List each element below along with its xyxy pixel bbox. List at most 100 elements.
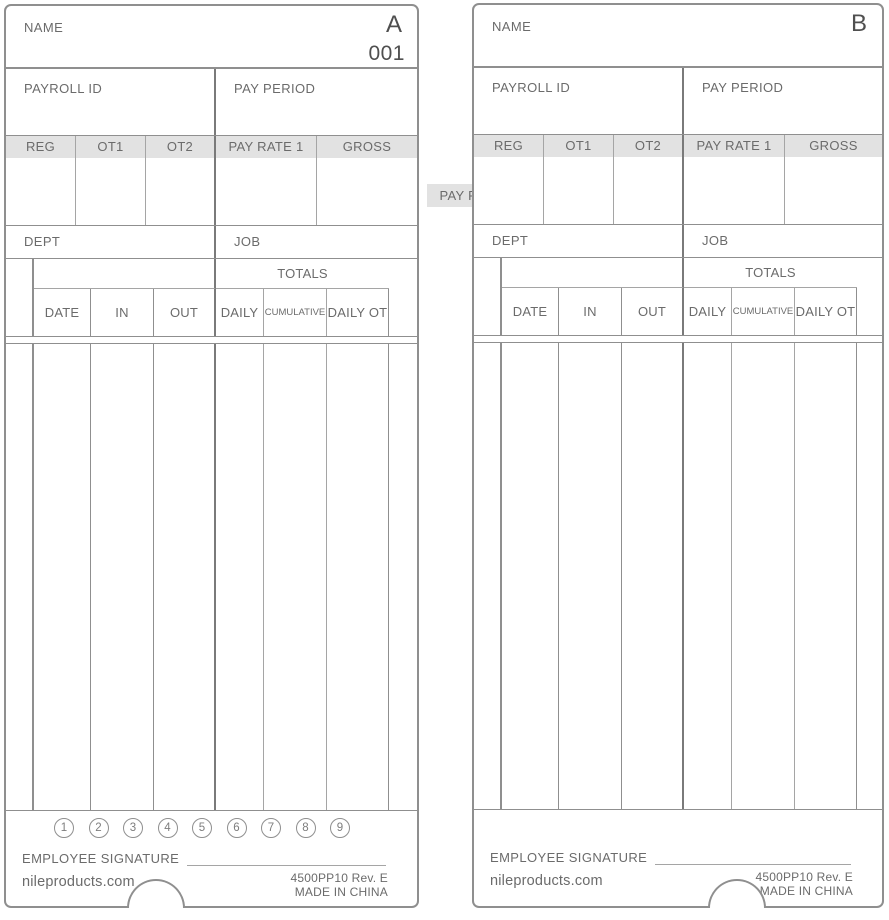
right-margin-column	[857, 258, 882, 335]
time-card-a: NAME A 001 PAYROLL ID PAY PERIOD REG OT1…	[4, 4, 527, 908]
gross-label: GROSS	[342, 139, 392, 154]
table-column	[502, 343, 559, 809]
punch-table-body	[6, 343, 417, 811]
job-label: JOB	[702, 233, 729, 248]
card-number: 001	[368, 42, 405, 65]
pay-rate-1-label: PAY RATE 1	[696, 138, 772, 153]
date-column-header: DATE	[502, 288, 559, 335]
pay-period-label: PAY PERIOD	[702, 80, 784, 95]
ot2-column: OT2	[146, 136, 216, 225]
table-column	[622, 343, 684, 809]
stamp-number-circle: 6	[226, 818, 247, 838]
made-in-text: MADE IN CHINA	[759, 884, 853, 899]
payroll-pay-period-row: PAYROLL ID PAY PERIOD	[474, 68, 882, 135]
product-info: 4500PP10 Rev. E MADE IN CHINA	[755, 870, 853, 899]
dept-label: DEPT	[492, 233, 529, 248]
ot1-label: OT1	[565, 138, 592, 153]
gross-column: GROSS	[317, 136, 417, 225]
ot1-label: OT1	[97, 139, 124, 154]
table-column	[216, 344, 264, 810]
payroll-id-field: PAYROLL ID	[474, 68, 684, 134]
table-column	[684, 343, 732, 809]
pay-rate-1-column: PAY RATE 1 PAY RATE 2	[684, 135, 785, 224]
stamp-number-circle: 1	[54, 818, 74, 838]
dept-field: DEPT	[474, 225, 684, 257]
in-column-header: IN	[91, 289, 154, 336]
time-card-b: NAME B PAYROLL ID PAY PERIOD REG OT1 OT2…	[472, 3, 884, 908]
table-column	[327, 344, 389, 810]
card-side-letter: A	[385, 11, 402, 38]
left-margin-column	[474, 258, 502, 335]
payroll-id-field: PAYROLL ID	[6, 69, 216, 135]
table-column	[91, 344, 154, 810]
stamp-number-circle: 4	[157, 818, 178, 838]
daily-column-header: DAILY	[684, 288, 732, 335]
website-text: nileproducts.com	[490, 873, 603, 889]
gross-label: GROSS	[809, 138, 858, 153]
in-column-header: IN	[559, 288, 622, 335]
punch-table-header: TOTALS DATE IN OUT DAILY CUMULATIVE DAIL…	[474, 258, 882, 336]
payroll-id-label: PAYROLL ID	[492, 80, 571, 95]
signature-line	[655, 852, 851, 865]
stamp-number-circle: 8	[295, 818, 316, 838]
dept-label: DEPT	[24, 234, 61, 249]
employee-signature-row: EMPLOYEE SIGNATURE	[490, 850, 851, 865]
table-column	[264, 344, 327, 810]
daily-column-header: DAILY	[216, 289, 264, 336]
payroll-id-label: PAYROLL ID	[24, 81, 103, 96]
table-column	[6, 344, 34, 810]
table-column	[34, 344, 91, 810]
table-column	[732, 343, 795, 809]
punch-table-body	[474, 342, 882, 810]
out-column-header: OUT	[154, 289, 216, 336]
payroll-pay-period-row: PAYROLL ID PAY PERIOD	[6, 69, 417, 136]
rates-header-band	[6, 136, 417, 158]
stamp-number-circle: 9	[330, 818, 350, 838]
dept-job-row: DEPT JOB	[474, 225, 882, 258]
dept-field: DEPT	[6, 226, 216, 258]
pay-rate-1-label: PAY RATE 1	[228, 139, 304, 154]
name-label: NAME	[24, 20, 64, 35]
stamp-number-circle: 3	[123, 818, 143, 838]
rates-header-band	[474, 135, 882, 157]
job-label: JOB	[234, 234, 261, 249]
rates-row: REG OT1 OT2 PAY RATE 1 PAY RATE 2 GROSS	[6, 136, 527, 226]
made-in-text: MADE IN CHINA	[294, 885, 388, 900]
card-side-letter: B	[850, 10, 867, 37]
ot1-column: OT1	[544, 135, 614, 224]
name-field: NAME B	[474, 5, 882, 68]
ot2-label: OT2	[166, 139, 194, 154]
name-label: NAME	[492, 19, 532, 34]
header-spacer-cell	[34, 259, 216, 289]
card-bottom-notch	[127, 879, 185, 908]
ot2-column: OT2	[614, 135, 684, 224]
job-field: JOB	[684, 225, 882, 257]
reg-label: REG	[25, 139, 56, 154]
pay-period-field: PAY PERIOD	[216, 69, 417, 135]
dept-job-row: DEPT JOB	[6, 226, 417, 259]
name-field: NAME A 001	[6, 6, 417, 69]
table-column	[154, 344, 216, 810]
totals-label: TOTALS	[684, 258, 857, 288]
employee-signature-row: EMPLOYEE SIGNATURE	[22, 851, 386, 866]
stamp-column-numbers: 1 2 3 4 5 6 7 8 9	[54, 818, 350, 838]
out-column-header: OUT	[622, 288, 684, 335]
cumulative-column-header: CUMULATIVE	[264, 289, 327, 336]
reg-label: REG	[493, 138, 524, 153]
date-column-header: DATE	[34, 289, 91, 336]
employee-signature-label: EMPLOYEE SIGNATURE	[490, 850, 648, 865]
pay-rate-1-column: PAY RATE 1 PAY RATE 2	[216, 136, 527, 225]
table-column	[795, 343, 857, 809]
reg-column: REG	[474, 135, 544, 224]
table-column	[474, 343, 502, 809]
reg-column: REG	[6, 136, 76, 225]
product-info: 4500PP10 Rev. E MADE IN CHINA	[290, 871, 388, 900]
right-margin-column	[389, 259, 417, 336]
ot2-label: OT2	[634, 138, 662, 153]
stamp-number-circle: 5	[192, 818, 212, 838]
employee-signature-label: EMPLOYEE SIGNATURE	[22, 851, 180, 866]
pay-period-label: PAY PERIOD	[234, 81, 316, 96]
pay-period-field: PAY PERIOD	[684, 68, 882, 134]
gross-column: GROSS	[785, 135, 882, 224]
cumulative-column-header: CUMULATIVE	[732, 288, 795, 335]
